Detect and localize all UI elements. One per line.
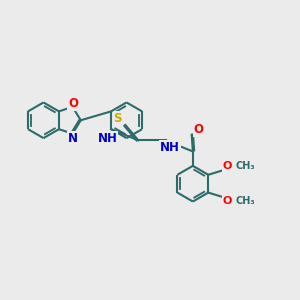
Text: NH: NH [160, 141, 180, 154]
Text: O: O [68, 97, 78, 110]
Text: O: O [223, 196, 232, 206]
Text: CH₃: CH₃ [235, 196, 255, 206]
Text: O: O [223, 161, 232, 171]
Text: S: S [114, 112, 122, 125]
Text: O: O [194, 123, 203, 136]
Text: N: N [68, 132, 78, 145]
Text: NH: NH [98, 132, 117, 145]
Text: CH₃: CH₃ [235, 161, 255, 171]
